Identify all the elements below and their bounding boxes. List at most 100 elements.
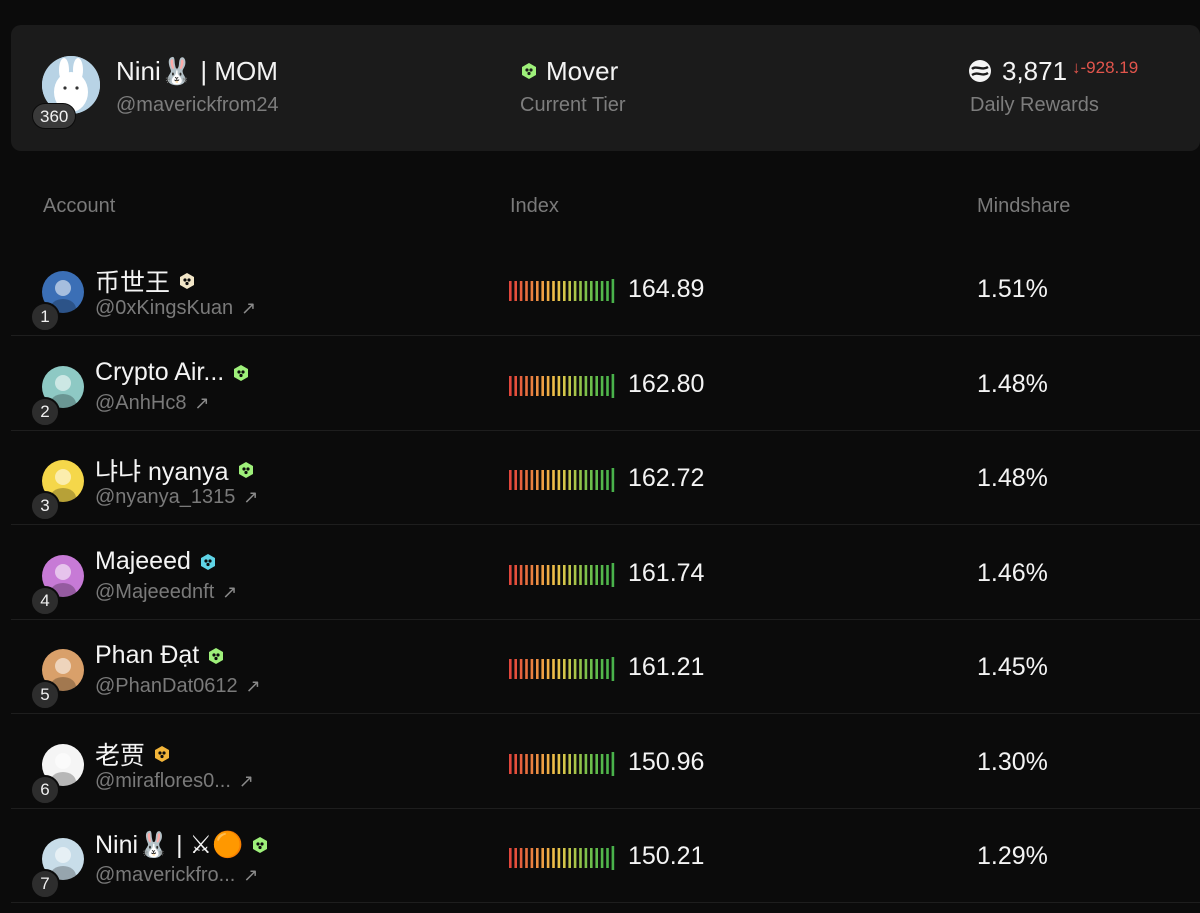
index-bar-segment [552,470,555,490]
index-bar-segment [563,659,566,679]
account-handle-link[interactable]: @nyanya_1315 ↗ [95,486,259,509]
account-name: Majeeed [95,547,191,575]
index-value: 162.80 [628,370,705,398]
external-link-arrow-icon[interactable]: ↗ [245,676,261,696]
leaderboard-row[interactable]: 1 币世王 @0xKingsKuan ↗ 164.89 1.51% [11,241,1200,336]
index-bar-segment [552,376,555,396]
index-value: 161.74 [628,559,705,587]
external-link-arrow-icon[interactable]: ↗ [222,582,238,602]
my-avatar[interactable] [42,56,100,114]
external-link-arrow-icon[interactable]: ↗ [241,298,257,318]
column-header-account[interactable]: Account [43,195,116,217]
index-bar-segment [536,659,539,679]
index-bar-segment [606,376,609,396]
index-bar-segment [579,565,582,585]
index-bar-segment [530,470,534,490]
index-bar-segment [514,376,517,396]
index-bar-segment [590,659,593,679]
index-bar-segment [525,659,528,679]
leaderboard-row[interactable]: 6 老贾 @miraflores0... ↗ 150.96 1.30% [11,714,1200,809]
index-bar-meter [509,468,615,492]
index-bar-segment [573,470,577,490]
mindshare-value: 1.48% [977,370,1048,398]
index-bar-segment [541,848,544,868]
index-bar-segment [611,563,615,587]
index-bar-segment [595,470,598,490]
mindshare-value: 1.45% [977,653,1048,681]
account-name-group: Majeeed [95,547,217,576]
account-handle-link[interactable]: @Majeeednft ↗ [95,581,237,604]
account-handle-link[interactable]: @miraflores0... ↗ [95,770,254,793]
index-bar-segment [568,281,571,301]
index-bar-segment [584,565,588,585]
column-header-index[interactable]: Index [510,195,559,217]
index-bar-segment [573,376,577,396]
index-bar-segment [536,470,539,490]
current-tier-name: Mover [546,56,619,86]
index-bar-segment [557,754,561,774]
index-bar-segment [579,659,582,679]
rank-badge: 2 [30,397,60,427]
daily-rewards-label: Daily Rewards [970,94,1099,116]
index-bar-segment [611,279,615,303]
leaderboard-row[interactable]: 7 Nini🐰 | ⚔🟠 @maverickfro... ↗ 150.21 1.… [11,808,1200,903]
account-name-group: Crypto Air... [95,358,250,387]
index-bar-segment [568,470,571,490]
index-bar-segment [573,281,577,301]
index-bar-segment [600,565,604,585]
external-link-arrow-icon[interactable]: ↗ [243,487,259,507]
index-bar-segment [519,376,523,396]
account-name: Crypto Air... [95,358,225,386]
index-bar-segment [579,281,582,301]
column-header-mindshare[interactable]: Mindshare [977,195,1071,217]
index-bar-segment [546,754,550,774]
index-bar-segment [514,281,517,301]
leaderboard-row[interactable]: 5 Phan Đạt @PhanDat0612 ↗ 161.21 1.45% [11,619,1200,714]
index-bar-segment [600,848,604,868]
index-bar-segment [611,657,615,681]
index-value: 162.72 [628,464,705,492]
index-bar-segment [590,565,593,585]
index-bar-segment [519,659,523,679]
index-bar-segment [514,754,517,774]
tier-hexagon-icon [522,63,536,79]
external-link-arrow-icon[interactable]: ↗ [243,865,259,885]
tier-badge-icon [234,364,249,381]
index-bar-segment [600,281,604,301]
index-bar-segment [514,848,517,868]
account-avatar[interactable] [42,460,84,502]
index-bar-segment [509,659,512,679]
index-bar-segment [509,470,512,490]
leaderboard-row[interactable]: 3 냐냐 nyanya @nyanya_1315 ↗ 162.72 1.48% [11,430,1200,525]
index-bar-segment [590,470,593,490]
external-link-arrow-icon[interactable]: ↗ [194,393,210,413]
daily-rewards-value: 3,871 [1002,56,1068,86]
index-bar-segment [519,565,523,585]
my-rank-badge: 360 [32,103,77,129]
account-name-group: 老贾 [95,736,171,772]
leaderboard-row[interactable]: 4 Majeeed @Majeeednft ↗ 161.74 1.46% [11,525,1200,620]
leaderboard-row[interactable]: 2 Crypto Air... @AnhHc8 ↗ 162.80 1.48% [11,336,1200,431]
index-bar-segment [573,848,577,868]
index-bar-segment [530,376,534,396]
index-bar-segment [514,659,517,679]
mindshare-value: 1.51% [977,275,1048,303]
account-handle-link[interactable]: @0xKingsKuan ↗ [95,297,256,320]
account-handle: @0xKingsKuan [95,297,234,319]
account-handle-link[interactable]: @maverickfro... ↗ [95,864,258,887]
index-bar-segment [606,754,609,774]
index-bar-segment [590,848,593,868]
index-bar-segment [557,659,561,679]
index-bar-meter [509,374,615,398]
index-bar-segment [541,754,544,774]
account-handle: @Majeeednft [95,581,215,603]
index-bar-segment [536,565,539,585]
account-handle-link[interactable]: @AnhHc8 ↗ [95,392,210,415]
account-handle-link[interactable]: @PhanDat0612 ↗ [95,675,261,698]
tier-badge-icon [253,837,268,853]
rank-badge: 6 [30,775,60,805]
account-name: 老贾 [95,742,146,770]
index-value: 150.21 [628,842,705,870]
external-link-arrow-icon[interactable]: ↗ [238,771,254,791]
index-bar-segment [546,848,550,868]
